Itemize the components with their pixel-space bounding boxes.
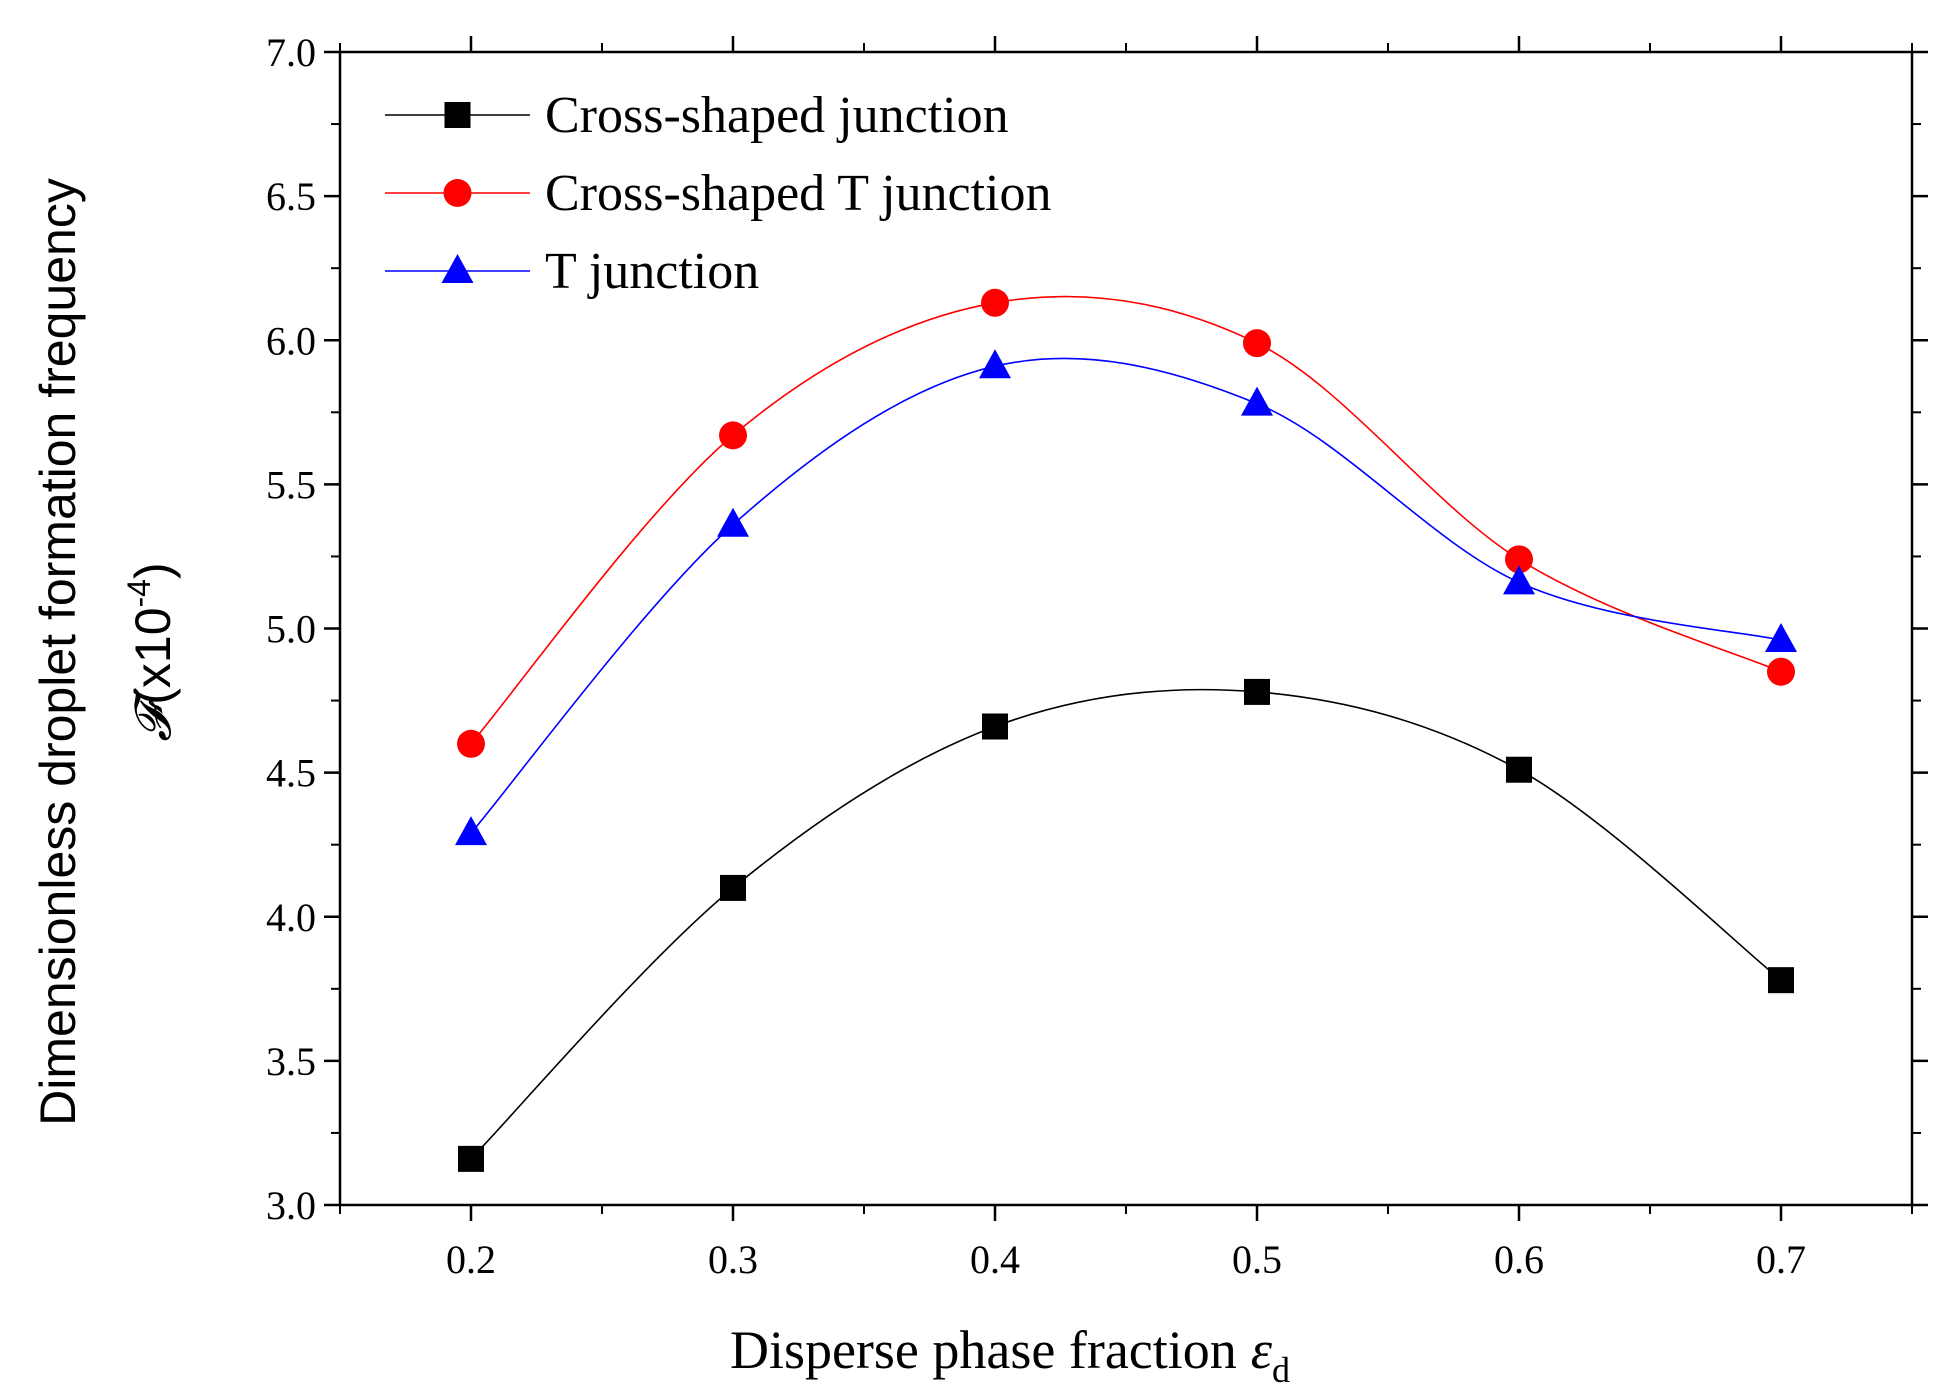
series-line — [470, 357, 1782, 834]
legend-marker — [441, 254, 474, 283]
x-tick-label: 0.2 — [446, 1237, 496, 1282]
legend-marker — [444, 102, 471, 128]
data-point — [982, 713, 1008, 740]
legend-item: T junction — [385, 243, 759, 300]
data-point — [719, 421, 747, 450]
series-line — [470, 688, 1782, 1160]
plot-area-border — [338, 50, 1914, 1207]
data-point — [458, 1145, 484, 1172]
data-point — [1243, 329, 1271, 358]
x-tick-label: 0.6 — [1494, 1237, 1544, 1282]
data-point — [1506, 756, 1532, 783]
data-point — [1503, 565, 1535, 595]
series-cross-shaped-junction — [458, 678, 1794, 1172]
series-layer — [455, 288, 1797, 1172]
data-point — [979, 349, 1011, 379]
x-tick-label: 0.4 — [970, 1237, 1020, 1282]
series-line — [470, 295, 1782, 745]
legend-label: Cross-shaped T junction — [545, 165, 1052, 222]
data-point — [1768, 967, 1794, 994]
data-point — [720, 874, 746, 901]
x-axis-label-text: Disperse phase fraction — [730, 1320, 1237, 1380]
x-axis-label-symbol: ε — [1251, 1320, 1273, 1380]
data-point — [455, 816, 487, 846]
legend-item: Cross-shaped junction — [385, 87, 1009, 144]
y-tick-label: 5.5 — [266, 462, 316, 507]
legend-marker — [443, 179, 472, 207]
series-cross-shaped-t-junction — [457, 288, 1795, 758]
data-point — [981, 288, 1009, 317]
y-tick-label: 4.5 — [266, 751, 316, 796]
data-point — [1244, 678, 1270, 705]
data-point — [1505, 545, 1533, 574]
series-t-junction — [455, 349, 1797, 846]
y-tick-label: 4.0 — [266, 895, 316, 940]
data-point — [717, 507, 749, 537]
x-axis-label: Disperse phase fraction εd — [730, 1320, 1290, 1390]
y-tick-label: 6.0 — [266, 318, 316, 363]
data-point — [1765, 623, 1797, 653]
data-point — [457, 729, 485, 758]
y-axis-label-exponent: -4 — [121, 579, 157, 607]
x-axis: 0.2 0.3 0.4 0.5 0.6 0.7 — [339, 36, 1913, 1282]
y-axis: 3.0 3.5 4.0 4.5 5.0 5.5 6.0 6.5 7.0 — [266, 30, 1928, 1228]
y-axis-label-unit: 𝓕(x10-4) — [121, 562, 181, 741]
x-axis-label-subscript: d — [1272, 1350, 1290, 1390]
x-tick-label: 0.5 — [1232, 1237, 1282, 1282]
y-axis-label: Dimensionless droplet formation frequenc… — [30, 178, 86, 1126]
x-tick-label: 0.3 — [708, 1237, 758, 1282]
legend-label: T junction — [545, 243, 759, 300]
legend-label: Cross-shaped junction — [545, 87, 1009, 144]
y-tick-label: 6.5 — [266, 174, 316, 219]
x-tick-label: 0.7 — [1756, 1237, 1806, 1282]
data-point — [1241, 386, 1273, 416]
plot-frame — [338, 50, 1914, 1207]
y-tick-label: 7.0 — [266, 30, 316, 75]
y-tick-label: 3.5 — [266, 1039, 316, 1084]
y-tick-label: 5.0 — [266, 607, 316, 652]
y-axis-label-suffix: ) — [125, 562, 181, 579]
legend: Cross-shaped junction Cross-shaped T junc… — [385, 87, 1052, 300]
legend-item: Cross-shaped T junction — [385, 165, 1052, 222]
data-point — [1767, 657, 1795, 686]
y-axis-label-prefix: (x10 — [125, 607, 181, 704]
y-tick-label: 3.0 — [266, 1183, 316, 1228]
